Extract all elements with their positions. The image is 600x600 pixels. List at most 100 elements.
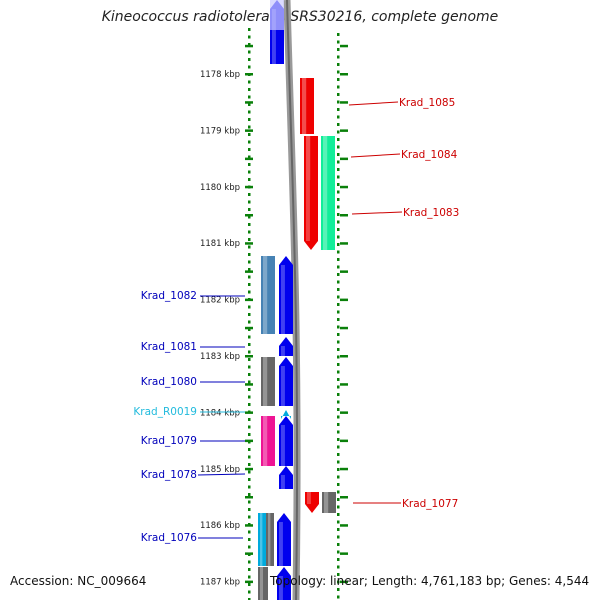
scale-dotted-line-left bbox=[248, 373, 251, 376]
gene-krad-1078-body bbox=[279, 466, 293, 489]
scale-dotted-line-left bbox=[248, 178, 251, 181]
scale-dotted-line-right bbox=[337, 535, 340, 539]
scale-dotted-line-right bbox=[337, 63, 340, 66]
scale-tick-right bbox=[340, 580, 348, 584]
gene-krad-1079-cog-body bbox=[261, 416, 275, 466]
gene-krad-1076-shine bbox=[279, 522, 283, 566]
gene-krad-1077 bbox=[305, 492, 319, 513]
scale-dotted-line-right bbox=[337, 340, 340, 344]
scale-tick-left bbox=[245, 129, 253, 132]
scale-dotted-line-right bbox=[337, 183, 340, 186]
scale-tick-right bbox=[340, 242, 348, 245]
scale-dotted-line-left bbox=[248, 538, 251, 541]
scale-dotted-line-right bbox=[337, 108, 340, 111]
scale-dotted-line-right bbox=[337, 220, 340, 224]
scale-dotted-line-right bbox=[337, 430, 340, 434]
scale-tick-left bbox=[245, 185, 253, 189]
gene-krad-1082-cog-body bbox=[261, 256, 275, 334]
scale-tick-right bbox=[340, 270, 348, 273]
scale-dotted-line-left bbox=[248, 215, 251, 219]
scale-dotted-line-right bbox=[337, 33, 340, 36]
scale-dotted-line-left bbox=[248, 283, 251, 286]
scale-dotted-line-right bbox=[337, 513, 340, 516]
gene-krad-1080-cog-shine bbox=[263, 357, 268, 406]
gene-krad-1077-cog-shine bbox=[324, 492, 329, 513]
gene-label-krad-1080: Krad_1080 bbox=[141, 376, 197, 388]
scale-dotted-line-left bbox=[248, 508, 251, 511]
scale-dotted-line-left bbox=[248, 95, 251, 99]
gene-bottom-cog-body bbox=[258, 567, 268, 600]
gene-krad-1081-body bbox=[279, 337, 293, 356]
scale-dotted-line-right bbox=[337, 325, 340, 329]
scale-dotted-line-right bbox=[337, 573, 340, 576]
topology-text: Topology: linear; Length: 4,761,183 bp; … bbox=[270, 574, 590, 588]
scale-tick-right bbox=[340, 157, 348, 161]
scale-dotted-line-right bbox=[337, 138, 340, 141]
scale-dotted-line-right bbox=[337, 235, 340, 239]
scale-dotted-line-right bbox=[337, 303, 340, 306]
gene-krad-1076-cog-b bbox=[266, 513, 274, 566]
scale-dotted-line-right bbox=[337, 565, 340, 569]
scale-dotted-line-left bbox=[248, 58, 251, 61]
gene-krad-1080-cog bbox=[261, 357, 275, 406]
scale-tick-right bbox=[340, 439, 348, 443]
gene-top-shine bbox=[272, 9, 276, 64]
scale-dotted-line-left bbox=[248, 133, 251, 136]
gene-krad-1085 bbox=[300, 78, 314, 134]
scale-dotted-line-right bbox=[337, 295, 340, 299]
gene-krad-1077-cog bbox=[322, 492, 336, 513]
scale-tick-left bbox=[245, 73, 253, 76]
accession-text: Accession: NC_009664 bbox=[10, 574, 147, 588]
scale-dotted-line-left bbox=[248, 403, 251, 406]
scale-dotted-line-left bbox=[248, 163, 251, 166]
scale-tick-left bbox=[245, 383, 253, 386]
scale-tick-label: 1186 kbp bbox=[200, 521, 240, 531]
gene-krad-1083-body bbox=[304, 180, 318, 250]
scale-dotted-line-right bbox=[337, 213, 340, 216]
scale-dotted-line-right bbox=[337, 123, 340, 126]
scale-dotted-line-left bbox=[248, 170, 251, 174]
gene-krad-1076 bbox=[277, 513, 291, 566]
gene-krad-1084-a bbox=[304, 136, 318, 180]
scale-dotted-line-left bbox=[248, 515, 251, 519]
scale-dotted-line-left bbox=[248, 28, 251, 31]
gene-krad-1078-shine bbox=[281, 475, 285, 489]
scale-dotted-line-left bbox=[248, 88, 251, 91]
scale-dotted-line-right bbox=[337, 228, 340, 231]
gene-krad-1085-body bbox=[300, 78, 314, 134]
scale-dotted-line-right bbox=[337, 243, 340, 246]
scale-dotted-line-left bbox=[248, 200, 251, 204]
gene-krad-1077-cog-body bbox=[322, 492, 336, 513]
scale-dotted-line-right bbox=[337, 588, 340, 591]
scale-dotted-line-left bbox=[248, 358, 251, 361]
gene-krad-1080 bbox=[279, 357, 293, 406]
scale-dotted-line-right bbox=[337, 78, 340, 81]
scale-dotted-line-left bbox=[248, 478, 251, 481]
scale-tick-left bbox=[245, 496, 253, 499]
scale-dotted-line-right bbox=[337, 175, 340, 179]
scale-dotted-line-right bbox=[337, 468, 340, 471]
scale-dotted-line-right bbox=[337, 408, 340, 411]
scale-dotted-line-left bbox=[248, 463, 251, 466]
scale-dotted-line-left bbox=[248, 590, 251, 594]
scale-dotted-line-left bbox=[248, 560, 251, 564]
scale-dotted-line-right bbox=[337, 48, 340, 51]
scale-dotted-line-right bbox=[337, 130, 340, 134]
scale-dotted-line-left bbox=[248, 208, 251, 211]
scale-tick-left bbox=[245, 580, 253, 584]
gene-krad-1082 bbox=[279, 256, 293, 334]
gene-krad-1081-shine bbox=[281, 346, 285, 356]
gene-krad-1080-body bbox=[279, 357, 293, 406]
scale-dotted-line-left bbox=[248, 485, 251, 489]
scale-dotted-line-left bbox=[248, 583, 251, 586]
gene-krad-r0019 bbox=[281, 410, 291, 419]
gene-krad-1085-shine bbox=[302, 78, 307, 134]
scale-tick-label: 1182 kbp bbox=[200, 296, 240, 306]
scale-dotted-line-right bbox=[337, 558, 340, 561]
scale-dotted-line-right bbox=[337, 490, 340, 494]
scale-dotted-line-right bbox=[337, 85, 340, 89]
scale-dotted-line-right bbox=[337, 273, 340, 276]
scale-dotted-line-left bbox=[248, 103, 251, 106]
scale-dotted-line-left bbox=[248, 545, 251, 549]
scale-tick-left bbox=[245, 157, 253, 161]
